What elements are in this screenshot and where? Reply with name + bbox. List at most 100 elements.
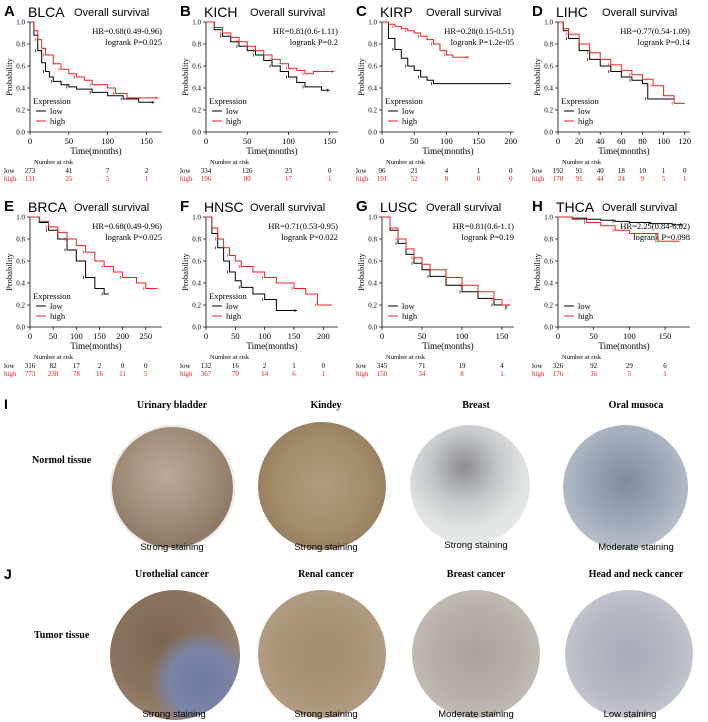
- risk-count: 21: [411, 167, 419, 175]
- x-tick-label: 80: [638, 136, 647, 146]
- y-tick-label: 0.6: [368, 258, 377, 266]
- y-tick-label: 0.8: [192, 236, 201, 244]
- chart-title: Overall survival: [74, 7, 149, 19]
- risk-count: 9: [641, 175, 645, 183]
- risk-row-label: low: [4, 362, 15, 370]
- y-tick-label: 0.4: [192, 85, 201, 93]
- legend-label-high: high: [226, 311, 242, 321]
- risk-count: 1: [292, 362, 296, 370]
- tumor-caption-headneck: Low staining: [603, 709, 657, 720]
- ihc-core-normal-bladder: [110, 425, 235, 550]
- risk-count: 16: [96, 370, 104, 378]
- x-tick-label: 100: [70, 331, 83, 341]
- legend-title: Expression: [385, 96, 424, 106]
- risk-count: 4: [500, 362, 504, 370]
- risk-row-label: low: [356, 362, 367, 370]
- x-axis-label: Time(months): [598, 341, 649, 351]
- risk-count: 176: [553, 370, 564, 378]
- logrank-p: logrank P=0.098: [633, 232, 690, 242]
- y-axis-label: Probability: [356, 57, 366, 96]
- legend-label-high: high: [578, 311, 594, 321]
- risk-count: 5: [144, 370, 148, 378]
- y-tick-label: 0.4: [16, 85, 25, 93]
- y-tick-label: 0.8: [368, 236, 377, 244]
- logrank-p: logrank P=0.14: [638, 37, 691, 47]
- ihc-core-tumor-headneck: [565, 590, 693, 718]
- logrank-p: logrank P=0.2: [290, 37, 338, 47]
- risk-count: 25: [65, 175, 73, 183]
- x-axis-label: Time(months): [246, 146, 297, 156]
- risk-count: 19: [459, 362, 467, 370]
- ihc-core-tumor-breast: [412, 590, 540, 718]
- y-tick-label: 0.6: [192, 63, 201, 71]
- y-axis-label: Probability: [356, 252, 366, 291]
- x-tick-label: 50: [65, 136, 74, 146]
- risk-count: 0: [121, 362, 125, 370]
- risk-count: 34: [419, 370, 427, 378]
- y-tick-label: 0.6: [16, 258, 25, 266]
- km-panel-kich: B KICH Overall survival 0.0 0.2 0.4 0.6 0.8 1.0 0…: [180, 3, 338, 183]
- risk-row-label: high: [180, 370, 193, 378]
- panel-letter: C: [356, 3, 367, 20]
- chart-title: Overall survival: [602, 202, 677, 214]
- risk-count: 11: [119, 370, 126, 378]
- y-tick-label: 1.0: [192, 214, 201, 222]
- risk-title: Number at risk: [386, 159, 426, 166]
- y-tick-label: 0.6: [544, 63, 553, 71]
- risk-count: 2: [145, 167, 149, 175]
- hazard-ratio: HR=0.81(0.6-1.11): [273, 26, 338, 36]
- logrank-p: logrank P=0.022: [281, 232, 338, 242]
- legend-label-high: high: [50, 311, 66, 321]
- y-tick-label: 1.0: [368, 214, 377, 222]
- x-axis-label: Time(months): [70, 146, 121, 156]
- x-axis-label: Time(months): [246, 341, 297, 351]
- x-tick-label: 150: [323, 136, 336, 146]
- risk-count: 0: [328, 167, 332, 175]
- risk-count: 24: [618, 175, 626, 183]
- chart-title: Overall survival: [602, 7, 677, 19]
- tumor-caption-renal: Strong staining: [294, 709, 358, 720]
- risk-count: 29: [626, 362, 634, 370]
- risk-count: 191: [377, 175, 388, 183]
- tumor-title-headneck: Head and neck cancer: [588, 569, 684, 580]
- risk-count: 18: [618, 167, 626, 175]
- x-tick-label: 0: [380, 136, 384, 146]
- hazard-ratio: HR=0.28(0.15-0.51): [444, 26, 514, 36]
- km-panel-kirp: C KIRP Overall survival 0.0 0.2 0.4 0.6 0.8 1.0 0…: [356, 3, 517, 183]
- y-tick-label: 0.2: [368, 107, 377, 115]
- km-panel-blca: A BLCA Overall survival 0.0 0.2 0.4 0.6 0.8 1.0 0…: [4, 3, 162, 183]
- normal-title-oral: Oral musoca: [608, 400, 664, 411]
- x-tick-label: 100: [440, 136, 453, 146]
- x-tick-label: 50: [418, 331, 427, 341]
- legend-label-high: high: [402, 116, 418, 126]
- risk-row-label: high: [356, 175, 369, 183]
- cancer-name: KICH: [204, 4, 237, 20]
- y-tick-label: 0.8: [368, 41, 377, 49]
- y-tick-label: 0.4: [544, 280, 553, 288]
- km-curve-high: [30, 21, 159, 99]
- km-curve-high: [206, 21, 334, 75]
- risk-count: 17: [285, 175, 293, 183]
- cancer-name: LUSC: [380, 199, 417, 215]
- risk-count: 150: [377, 370, 388, 378]
- legend-label-high: high: [226, 116, 242, 126]
- tumor-title-renal: Renal cancer: [298, 569, 354, 580]
- cancer-name: KIRP: [380, 4, 413, 20]
- risk-count: 0: [477, 175, 481, 183]
- x-tick-label: 100: [258, 331, 271, 341]
- x-tick-label: 50: [410, 136, 419, 146]
- risk-count: 36: [590, 370, 598, 378]
- risk-row-label: low: [356, 167, 367, 175]
- panel-letter-j: J: [4, 566, 12, 582]
- cancer-name: HNSC: [204, 199, 244, 215]
- risk-count: 2: [263, 362, 267, 370]
- risk-count: 6: [292, 370, 296, 378]
- risk-count: 345: [377, 362, 388, 370]
- chart-title: Overall survival: [426, 7, 501, 19]
- legend-label-low: low: [226, 301, 240, 311]
- risk-count: 10: [639, 167, 647, 175]
- y-tick-label: 1.0: [368, 19, 377, 27]
- x-axis-label: Time(months): [422, 146, 473, 156]
- y-tick-label: 0.0: [16, 129, 25, 137]
- x-tick-label: 100: [657, 136, 670, 146]
